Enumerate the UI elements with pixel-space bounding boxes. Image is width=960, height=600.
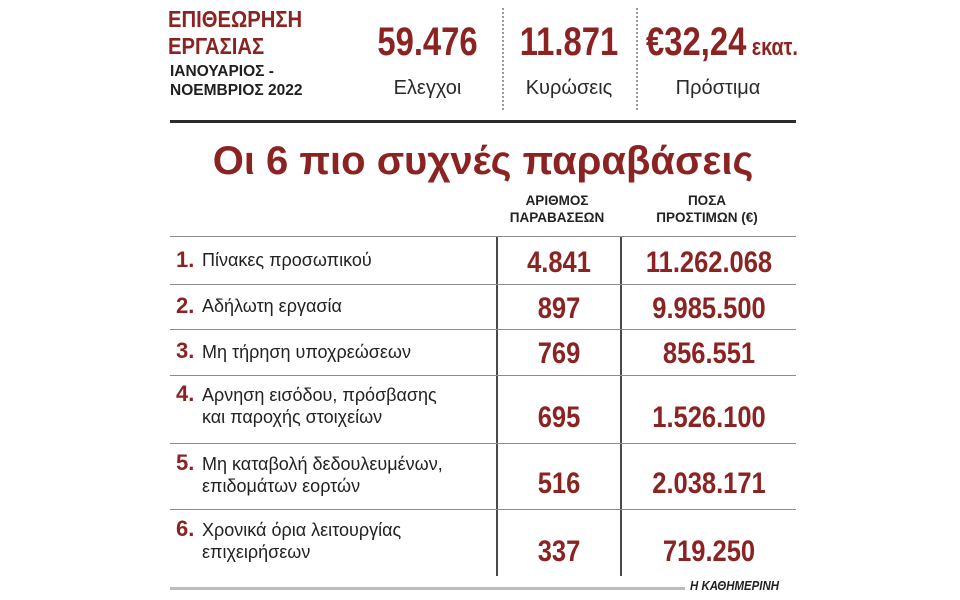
row-fines: 856.551 xyxy=(662,337,756,370)
table-heading: Οι 6 πιο συχνές παραβάσεις xyxy=(212,139,754,183)
row-number: 1. xyxy=(176,247,195,272)
row-label-line-1: Αδήλωτη εργασία xyxy=(202,296,342,316)
table-row: 2. Αδήλωτη εργασία 897 9.985.500 xyxy=(170,284,796,329)
period-line-2: ΝΟΕΜΒΡΙΟΣ 2022 xyxy=(170,82,303,99)
row-label-line-1: Χρονικά όρια λειτουργίας xyxy=(202,520,402,540)
stat-fines-unit: εκατ. xyxy=(746,34,798,61)
row-label: Χρονικά όρια λειτουργίας επιχειρήσεων xyxy=(202,519,401,563)
column-header-count-line-2: ΠΑΡΑΒΑΣΕΩΝ xyxy=(509,210,605,225)
row-label-line-1: Αρνηση εισόδου, πρόσβασης xyxy=(202,385,437,405)
publisher-credit: Η ΚΑΘΗΜΕΡΙΝΗ xyxy=(690,578,779,593)
row-count: 897 xyxy=(537,292,581,325)
row-separator xyxy=(170,443,796,444)
row-label: Αρνηση εισόδου, πρόσβασης και παροχής στ… xyxy=(202,384,437,428)
infographic-title: ΕΠΙΘΕΩΡΗΣΗ ΕΡΓΑΣΙΑΣ xyxy=(168,6,302,60)
column-header-count: ΑΡΙΘΜΟΣ ΠΑΡΑΒΑΣΕΩΝ xyxy=(498,192,616,226)
column-header-count-line-1: ΑΡΙΘΜΟΣ xyxy=(525,193,589,208)
stat-fines-label: Πρόστιμα xyxy=(675,77,761,99)
section-divider xyxy=(170,120,796,123)
row-separator xyxy=(170,284,796,285)
period-label: ΙΑΝΟΥΑΡΙΟΣ - ΝΟΕΜΒΡΙΟΣ 2022 xyxy=(170,62,302,100)
row-label: Πίνακες προσωπικού xyxy=(202,249,372,271)
stat-sanctions-value: 11.871 xyxy=(519,20,619,64)
row-separator xyxy=(170,509,796,510)
row-label-line-1: Πίνακες προσωπικού xyxy=(202,250,372,270)
row-count: 4.841 xyxy=(527,246,591,279)
stat-sanctions-label: Κυρώσεις xyxy=(525,77,613,99)
table-row: 3. Μη τήρηση υποχρεώσεων 769 856.551 xyxy=(170,329,796,375)
column-header-fines: ΠΟΣΑ ΠΡΟΣΤΙΜΩΝ (€) xyxy=(632,192,782,226)
stat-inspections-label: Ελεγχοι xyxy=(393,77,462,99)
row-separator xyxy=(170,329,796,330)
row-label-line-2: επιδομάτων εορτών xyxy=(202,476,361,496)
column-header-fines-line-1: ΠΟΣΑ xyxy=(687,193,727,208)
stat-inspections-value: 59.476 xyxy=(377,20,478,64)
row-count: 516 xyxy=(537,467,581,500)
table-row: 1. Πίνακες προσωπικού 4.841 11.262.068 xyxy=(170,236,796,284)
row-separator xyxy=(170,375,796,376)
count-column-box xyxy=(496,236,622,576)
row-count: 337 xyxy=(537,535,581,568)
row-count: 769 xyxy=(537,337,581,370)
footer-rule xyxy=(170,587,685,590)
row-number: 4. xyxy=(176,381,195,406)
row-fines: 11.262.068 xyxy=(645,246,773,279)
stat-divider xyxy=(502,8,504,110)
row-label-line-1: Μη καταβολή δεδουλευμένων, xyxy=(202,454,443,474)
row-fines: 1.526.100 xyxy=(652,401,766,434)
row-number: 5. xyxy=(176,450,195,475)
row-number: 3. xyxy=(176,338,195,363)
row-label-line-2: και παροχής στοιχείων xyxy=(202,407,383,427)
row-separator xyxy=(170,236,796,237)
stat-fines-value: €32,24 εκατ. xyxy=(646,20,798,70)
title-line-1: ΕΠΙΘΕΩΡΗΣΗ xyxy=(168,6,303,32)
table-row: 5. Μη καταβολή δεδουλευμένων, επιδομάτων… xyxy=(170,443,796,509)
row-number: 2. xyxy=(176,293,195,318)
row-label-line-2: επιχειρήσεων xyxy=(202,542,311,562)
row-fines: 2.038.171 xyxy=(652,467,766,500)
row-label: Μη τήρηση υποχρεώσεων xyxy=(202,341,411,363)
row-label-line-1: Μη τήρηση υποχρεώσεων xyxy=(202,342,411,362)
stat-divider xyxy=(636,8,638,110)
row-count: 695 xyxy=(537,401,581,434)
row-label: Μη καταβολή δεδουλευμένων, επιδομάτων εο… xyxy=(202,453,443,497)
row-fines: 9.985.500 xyxy=(652,292,766,325)
column-header-fines-line-2: ΠΡΟΣΤΙΜΩΝ (€) xyxy=(656,210,758,225)
title-line-2: ΕΡΓΑΣΙΑΣ xyxy=(168,33,265,59)
row-label: Αδήλωτη εργασία xyxy=(202,295,342,317)
row-number: 6. xyxy=(176,516,195,541)
table-row: 6. Χρονικά όρια λειτουργίας επιχειρήσεων… xyxy=(170,509,796,576)
row-fines: 719.250 xyxy=(662,535,756,568)
table-row: 4. Αρνηση εισόδου, πρόσβασης και παροχής… xyxy=(170,375,796,443)
stat-fines-amount: €32,24 xyxy=(646,20,747,64)
period-line-1: ΙΑΝΟΥΑΡΙΟΣ - xyxy=(170,63,274,80)
